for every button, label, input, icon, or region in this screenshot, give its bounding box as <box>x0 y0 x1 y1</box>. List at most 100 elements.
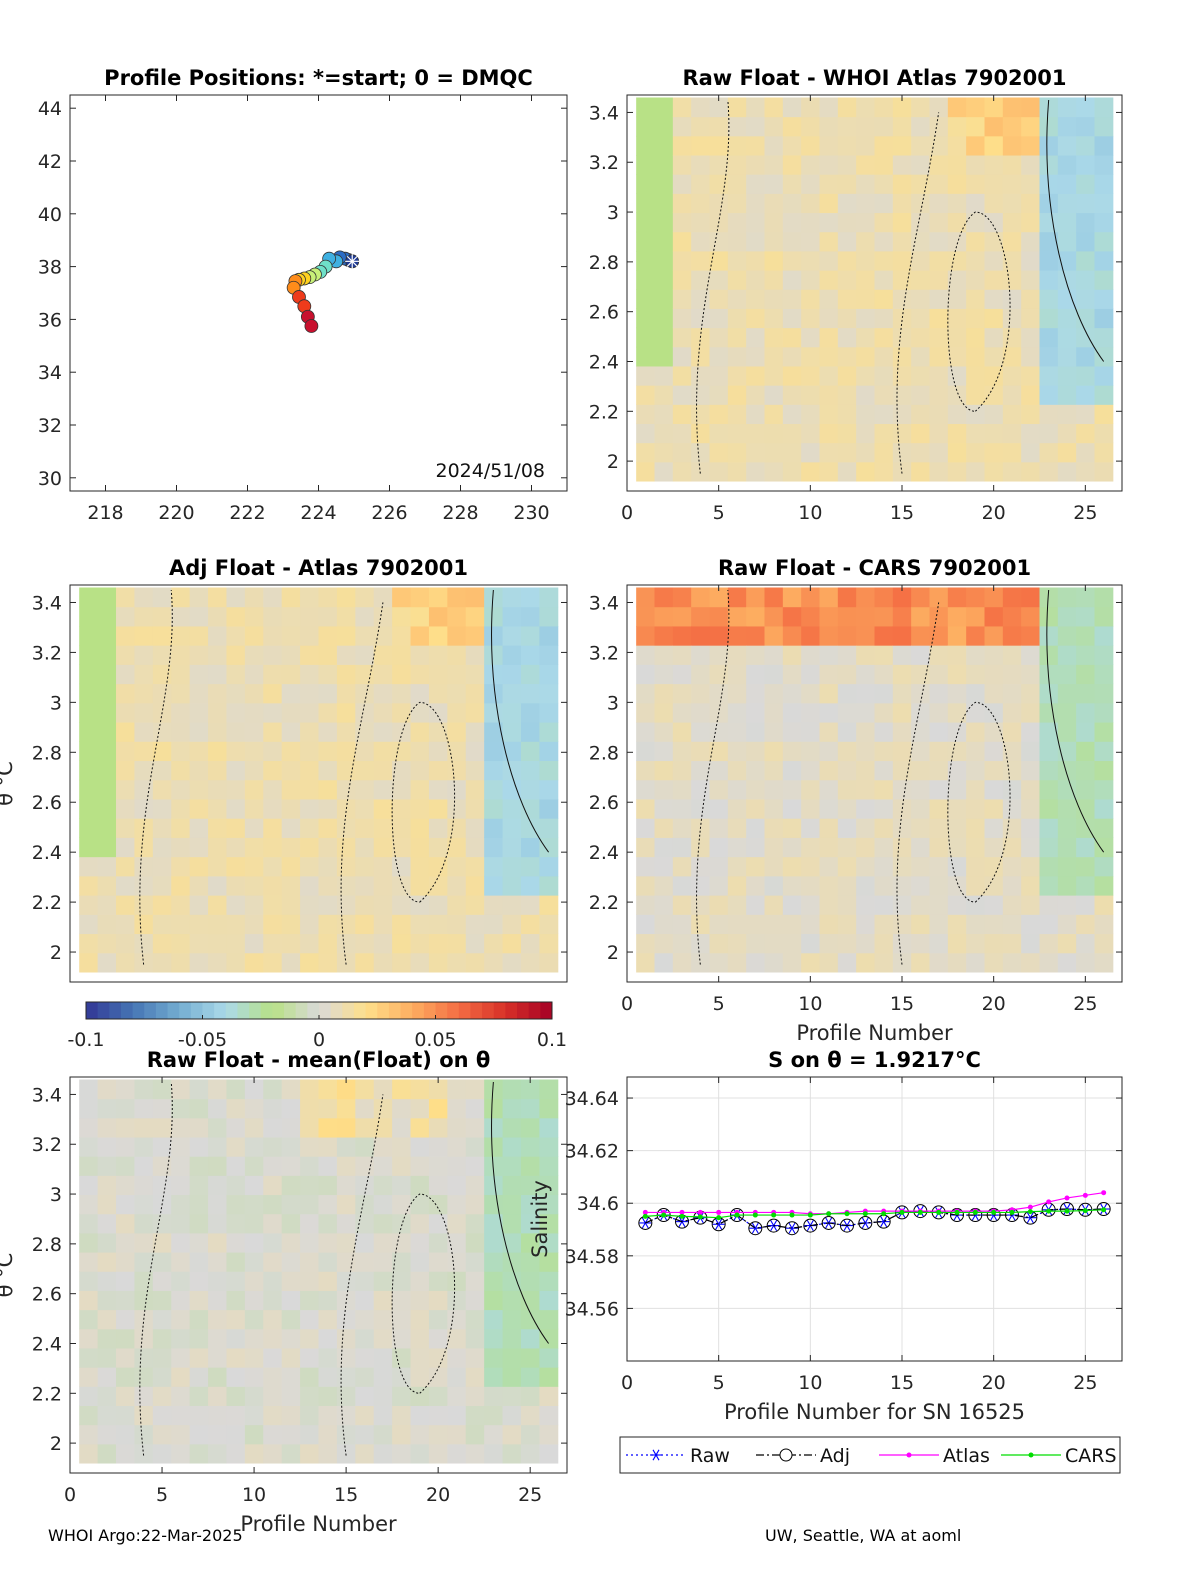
heatmap-cell <box>336 702 356 723</box>
colorbar-swatch <box>86 1002 99 1019</box>
heatmap-cell <box>502 702 522 723</box>
heatmap-cell <box>892 664 912 685</box>
heatmap-cell <box>947 722 967 742</box>
heatmap-cell <box>189 1079 209 1100</box>
heatmap-cell <box>79 1079 99 1100</box>
heatmap-cell <box>373 1252 393 1272</box>
heatmap-cell <box>1057 952 1077 973</box>
heatmap-cell <box>636 895 655 915</box>
heatmap-cell <box>801 895 820 915</box>
heatmap-cell <box>300 1252 319 1272</box>
heatmap-cell <box>134 1271 154 1291</box>
heatmap-cell <box>244 702 264 723</box>
heatmap-cell <box>892 174 912 194</box>
heatmap-cell <box>1094 606 1114 627</box>
heatmap-cell <box>1094 116 1114 137</box>
heatmap-cell <box>1039 308 1059 329</box>
heatmap-cell <box>837 346 857 367</box>
heatmap-cell <box>782 587 802 608</box>
heatmap-cell <box>892 895 912 915</box>
series-line-cars <box>645 1209 1104 1219</box>
heatmap-cell <box>134 895 154 915</box>
axes-frame <box>626 584 1123 983</box>
heatmap-cell <box>447 933 467 954</box>
heatmap-cell <box>801 779 820 800</box>
heatmap-cell <box>355 645 375 665</box>
heatmap-cell <box>465 818 485 838</box>
heatmap-cell <box>837 625 857 646</box>
heatmap-cell <box>226 1232 246 1253</box>
heatmap-cell <box>79 1367 99 1387</box>
heatmap-cell <box>373 895 393 915</box>
heatmap-cell <box>116 606 135 627</box>
heatmap-cell <box>134 1175 154 1196</box>
heatmap-cell <box>520 760 540 781</box>
heatmap-cell <box>746 818 765 838</box>
heatmap-cell <box>1039 895 1059 915</box>
heatmap-cell <box>152 683 172 704</box>
heatmap-cell <box>929 952 949 973</box>
heatmap-cell <box>801 270 820 290</box>
heatmap-cell <box>208 1309 227 1330</box>
heatmap-cell <box>874 952 894 973</box>
heatmap-cell <box>79 818 99 838</box>
heatmap-cell <box>837 702 857 723</box>
heatmap-cell <box>373 1405 393 1426</box>
heatmap-cell <box>318 1175 338 1196</box>
heatmap-cell <box>966 155 985 175</box>
colorbar-swatch <box>190 1002 203 1019</box>
heatmap-cell <box>727 365 747 386</box>
heatmap-cell <box>208 683 227 704</box>
heatmap-cell <box>691 606 710 627</box>
heatmap-cell <box>373 914 393 935</box>
heatmap-cell <box>874 212 894 233</box>
axes-frame <box>69 1076 568 1474</box>
heatmap-cell <box>208 722 227 742</box>
heatmap-cell <box>428 875 448 896</box>
heatmap-cell <box>355 625 375 646</box>
heatmap-cell <box>856 645 875 665</box>
heatmap-cell <box>1021 250 1040 271</box>
heatmap-cell <box>727 760 747 781</box>
heatmap-cell <box>263 1443 283 1464</box>
heatmap-cell <box>746 442 765 463</box>
heatmap-cell <box>1057 587 1077 608</box>
heatmap-cell <box>819 116 839 137</box>
heatmap-cell <box>392 1156 412 1176</box>
heatmap-cell <box>410 1405 430 1426</box>
heatmap-cell <box>152 1098 172 1119</box>
heatmap-cell <box>892 250 912 271</box>
heatmap-cell <box>171 779 191 800</box>
heatmap-cell <box>984 645 1004 665</box>
heatmap-cell <box>1094 645 1114 665</box>
heatmap-cell <box>874 645 894 665</box>
heatmap-cell <box>520 741 540 762</box>
heatmap-cell <box>355 1175 375 1196</box>
heatmap-cell <box>300 1194 319 1215</box>
heatmap-cell <box>226 1443 246 1464</box>
series-point-cars <box>807 1212 813 1218</box>
heatmap-cell <box>764 875 784 896</box>
heatmap-cell <box>226 1386 246 1407</box>
heatmap-cell <box>502 895 522 915</box>
heatmap-cell <box>300 760 319 781</box>
heatmap-cell <box>691 231 710 252</box>
heatmap-cell <box>465 1290 485 1311</box>
heatmap-cell <box>447 606 467 627</box>
heatmap-cell <box>502 837 522 858</box>
heatmap-cell <box>465 1271 485 1291</box>
heatmap-cell <box>911 365 930 386</box>
heatmap-cell <box>189 1213 209 1234</box>
heatmap-cell <box>189 587 209 608</box>
heatmap-cell <box>97 1271 117 1291</box>
heatmap-cell <box>484 722 504 742</box>
y-tick-label: 2.4 <box>32 1333 62 1355</box>
heatmap-cell <box>281 1424 301 1445</box>
heatmap-cell <box>189 664 209 685</box>
heatmap-cell <box>929 193 949 214</box>
heatmap-cell <box>874 625 894 646</box>
heatmap-cell <box>428 818 448 838</box>
heatmap-cell <box>465 837 485 858</box>
heatmap-cell <box>672 818 692 838</box>
